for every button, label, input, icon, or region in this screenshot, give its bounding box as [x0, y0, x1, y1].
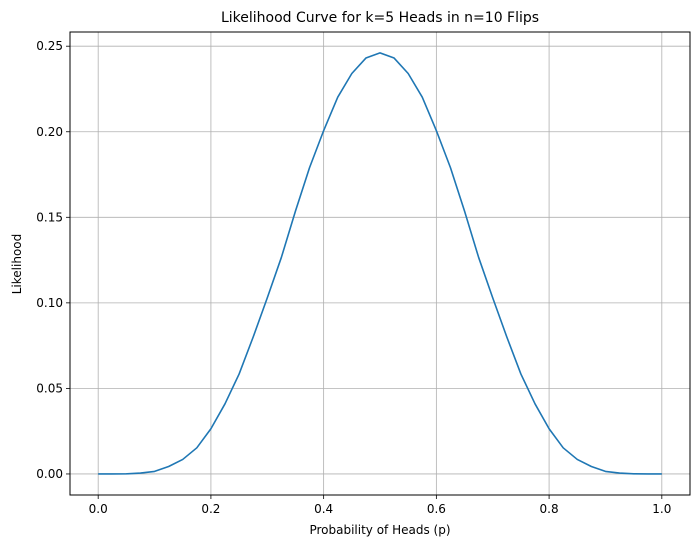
x-tick-label: 0.4 [314, 502, 333, 516]
x-axis-label: Probability of Heads (p) [309, 523, 450, 537]
likelihood-line [98, 52, 662, 475]
x-tick-label: 0.2 [201, 502, 220, 516]
plot-frame [69, 31, 691, 496]
y-tick-label: 0.25 [36, 39, 63, 53]
y-tick-label: 0.00 [36, 467, 63, 481]
y-tick-label: 0.15 [36, 210, 63, 224]
y-tick-label: 0.10 [36, 296, 63, 310]
series-layer [98, 52, 662, 475]
x-tick-label: 0.8 [540, 502, 559, 516]
y-axis-ticks: 0.00 0.05 0.10 0.15 0.20 0.25 [36, 39, 70, 481]
x-tick-label: 0.0 [89, 502, 108, 516]
x-axis-ticks: 0.0 0.2 0.4 0.6 0.8 1.0 [89, 495, 671, 516]
y-axis-label: Likelihood [10, 234, 24, 295]
plot-background [70, 32, 690, 495]
y-tick-label: 0.05 [36, 381, 63, 395]
x-tick-label: 1.0 [652, 502, 671, 516]
y-tick-label: 0.20 [36, 125, 63, 139]
x-tick-label: 0.6 [427, 502, 446, 516]
chart-title: Likelihood Curve for k=5 Heads in n=10 F… [221, 10, 539, 26]
grid [70, 32, 690, 495]
